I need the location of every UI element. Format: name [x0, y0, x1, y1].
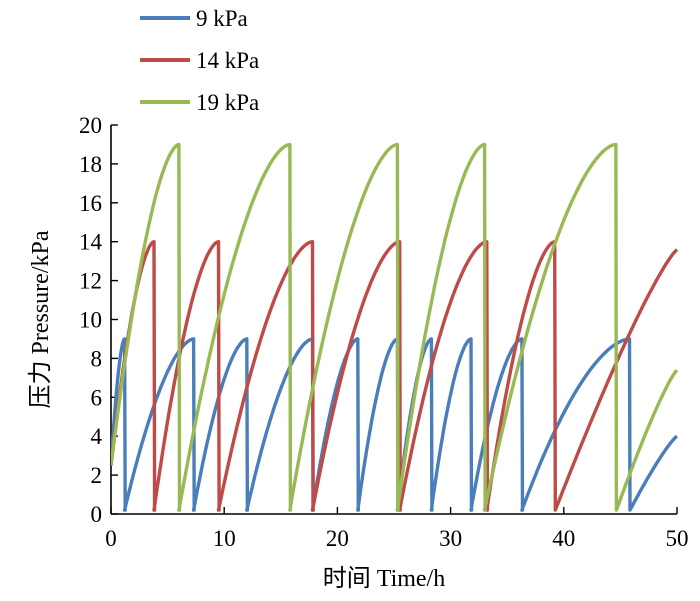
- y-tick-label: 4: [91, 424, 103, 449]
- x-tick-label: 50: [666, 526, 689, 551]
- y-tick-label: 6: [91, 385, 103, 410]
- x-tick-label: 40: [552, 526, 575, 551]
- y-tick-label: 20: [79, 113, 102, 138]
- series-line-2: [111, 240, 679, 512]
- legend-label-3: 19 kPa: [196, 90, 259, 115]
- x-tick-label: 10: [213, 526, 236, 551]
- x-axis-title: 时间 Time/h: [323, 565, 445, 592]
- x-tick-label: 20: [326, 526, 349, 551]
- y-tick-label: 12: [79, 269, 102, 294]
- x-tick-label: 0: [105, 526, 117, 551]
- y-tick-label: 18: [79, 152, 102, 177]
- y-tick-label: 8: [91, 346, 103, 371]
- y-tick-label: 14: [79, 230, 103, 255]
- series-line-3: [111, 142, 679, 512]
- x-tick-label: 30: [439, 526, 462, 551]
- legend-label-1: 9 kPa: [196, 6, 248, 31]
- y-tick-label: 0: [91, 502, 103, 527]
- legend-label-2: 14 kPa: [196, 48, 259, 73]
- y-tick-label: 16: [79, 191, 102, 216]
- y-tick-label: 10: [79, 308, 102, 333]
- y-tick-label: 2: [91, 463, 103, 488]
- y-axis-title: 压力 Pressure/kPa: [27, 230, 54, 408]
